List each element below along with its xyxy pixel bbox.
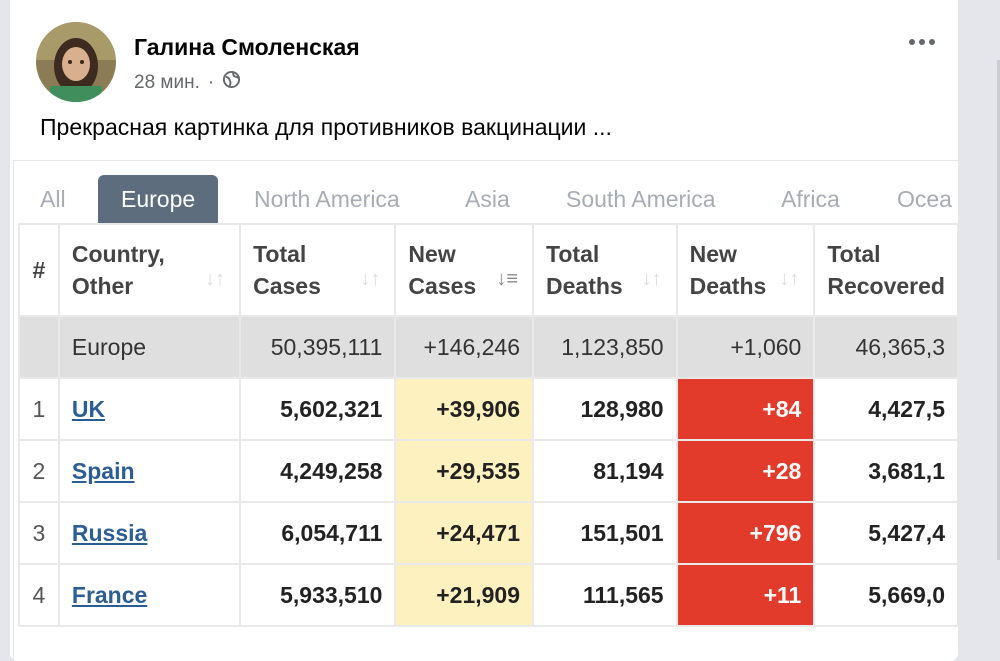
- row-rank: 1: [18, 377, 60, 441]
- row-country: France: [57, 563, 242, 627]
- country-link[interactable]: France: [71, 581, 148, 608]
- total-country: Europe: [57, 315, 242, 379]
- header-total-deaths[interactable]: Total Deaths ↓↑: [532, 223, 678, 317]
- row-total-recovered: 4,427,5: [813, 377, 958, 441]
- post-text: Прекрасная картинка для противников вакц…: [40, 114, 612, 140]
- header-total-deaths-line1: Total: [546, 241, 600, 267]
- row-total-cases: 6,054,711: [239, 501, 397, 565]
- tab-all[interactable]: All: [40, 186, 66, 212]
- tab-europe[interactable]: Europe: [98, 175, 219, 223]
- row-new-cases: +24,471: [394, 501, 535, 565]
- table-row: 1 UK 5,602,321 +39,906 128,980 +84 4,427…: [18, 377, 958, 441]
- header-new-deaths-line1: New: [689, 241, 737, 267]
- row-new-cases: +21,909: [394, 563, 535, 627]
- row-new-cases: +29,535: [394, 439, 535, 503]
- more-dots-svg: [909, 39, 935, 45]
- header-new-deaths-line2: Deaths: [689, 273, 767, 299]
- sort-icon[interactable]: ↓↑: [360, 268, 381, 290]
- header-new-cases-line2: Cases: [408, 273, 477, 299]
- post-image[interactable]: All Europe North America Asia South Amer…: [13, 160, 958, 661]
- avatar[interactable]: [36, 22, 116, 102]
- row-rank: 2: [18, 439, 60, 503]
- row-total-deaths: 111,565: [532, 563, 678, 627]
- total-total-deaths: 1,123,850: [532, 315, 678, 379]
- country-link[interactable]: UK: [71, 395, 106, 422]
- row-country: UK: [57, 377, 242, 441]
- table-row: 4 France 5,933,510 +21,909 111,565 +11 5…: [18, 563, 958, 627]
- post-meta: 28 мин. ·: [134, 70, 241, 95]
- header-country-line2: Other: [71, 273, 134, 299]
- row-total-cases: 5,602,321: [239, 377, 397, 441]
- row-total-deaths: 81,194: [532, 439, 678, 503]
- avatar-image: [36, 22, 116, 102]
- sort-icon[interactable]: ↓↑: [641, 268, 662, 290]
- row-country: Spain: [57, 439, 242, 503]
- total-new-cases: +146,246: [394, 315, 535, 379]
- globe-icon-svg: [223, 70, 241, 89]
- country-link[interactable]: Russia: [71, 519, 148, 546]
- table-row: 3 Russia 6,054,711 +24,471 151,501 +796 …: [18, 501, 958, 565]
- table-total-row: Europe 50,395,111 +146,246 1,123,850 +1,…: [18, 315, 958, 379]
- row-new-deaths: +28: [675, 439, 816, 503]
- row-total-recovered: 5,669,0: [813, 563, 958, 627]
- row-total-recovered: 5,427,4: [813, 501, 958, 565]
- more-options-icon[interactable]: [904, 24, 940, 60]
- row-new-deaths: +11: [675, 563, 816, 627]
- table-row: 2 Spain 4,249,258 +29,535 81,194 +28 3,6…: [18, 439, 958, 503]
- header-new-deaths[interactable]: New Deaths ↓↑: [675, 223, 816, 317]
- meta-separator: ·: [207, 71, 215, 93]
- row-total-deaths: 128,980: [532, 377, 678, 441]
- tab-oceania[interactable]: Ocea: [897, 186, 952, 212]
- header-total-recovered-line1: Total: [827, 241, 881, 267]
- header-country-line1: Country,: [71, 241, 165, 267]
- total-new-deaths: +1,060: [675, 315, 816, 379]
- total-total-cases: 50,395,111: [239, 315, 397, 379]
- row-total-cases: 5,933,510: [239, 563, 397, 627]
- row-total-recovered: 3,681,1: [813, 439, 958, 503]
- total-total-recovered: 46,365,3: [813, 315, 958, 379]
- row-new-deaths: +84: [675, 377, 816, 441]
- covid-table: # Country, Other ↓↑ Total Cases ↓↑ New Cases ↓…: [18, 223, 958, 627]
- post-author[interactable]: Галина Смоленская: [134, 34, 360, 60]
- row-total-deaths: 151,501: [532, 501, 678, 565]
- tab-south-america[interactable]: South America: [566, 186, 716, 212]
- row-rank: 4: [18, 563, 60, 627]
- sort-icon[interactable]: ↓↑: [779, 268, 800, 290]
- header-new-cases-line1: New: [408, 241, 456, 267]
- tab-asia[interactable]: Asia: [465, 186, 510, 212]
- globe-icon[interactable]: [222, 70, 241, 95]
- header-rank-label: #: [32, 257, 46, 283]
- row-country: Russia: [57, 501, 242, 565]
- scrollbar[interactable]: [997, 60, 1000, 560]
- table-header-row: # Country, Other ↓↑ Total Cases ↓↑ New Cases ↓…: [18, 223, 958, 317]
- row-total-cases: 4,249,258: [239, 439, 397, 503]
- post-time[interactable]: 28 мин.: [134, 71, 200, 93]
- header-total-cases[interactable]: Total Cases ↓↑: [239, 223, 397, 317]
- header-total-recovered[interactable]: Total Recovered: [813, 223, 958, 317]
- header-total-deaths-line2: Deaths: [546, 273, 623, 299]
- header-country[interactable]: Country, Other ↓↑: [57, 223, 242, 317]
- sort-desc-icon[interactable]: ↓≡: [496, 268, 519, 290]
- total-rank: [18, 315, 60, 379]
- tab-africa[interactable]: Africa: [781, 186, 840, 212]
- header-rank: #: [18, 223, 60, 317]
- facebook-post: Галина Смоленская 28 мин. · Прекрасная к…: [10, 0, 958, 661]
- header-new-cases[interactable]: New Cases ↓≡: [394, 223, 535, 317]
- tab-north-america[interactable]: North America: [254, 186, 400, 212]
- row-new-cases: +39,906: [394, 377, 535, 441]
- country-link[interactable]: Spain: [71, 457, 135, 484]
- row-rank: 3: [18, 501, 60, 565]
- region-tabs: All Europe North America Asia South Amer…: [14, 161, 958, 223]
- row-new-deaths: +796: [675, 501, 816, 565]
- sort-icon[interactable]: ↓↑: [205, 268, 226, 290]
- header-total-cases-line2: Cases: [253, 273, 321, 299]
- header-total-cases-line1: Total: [253, 241, 307, 267]
- header-total-recovered-line2: Recovered: [827, 273, 945, 299]
